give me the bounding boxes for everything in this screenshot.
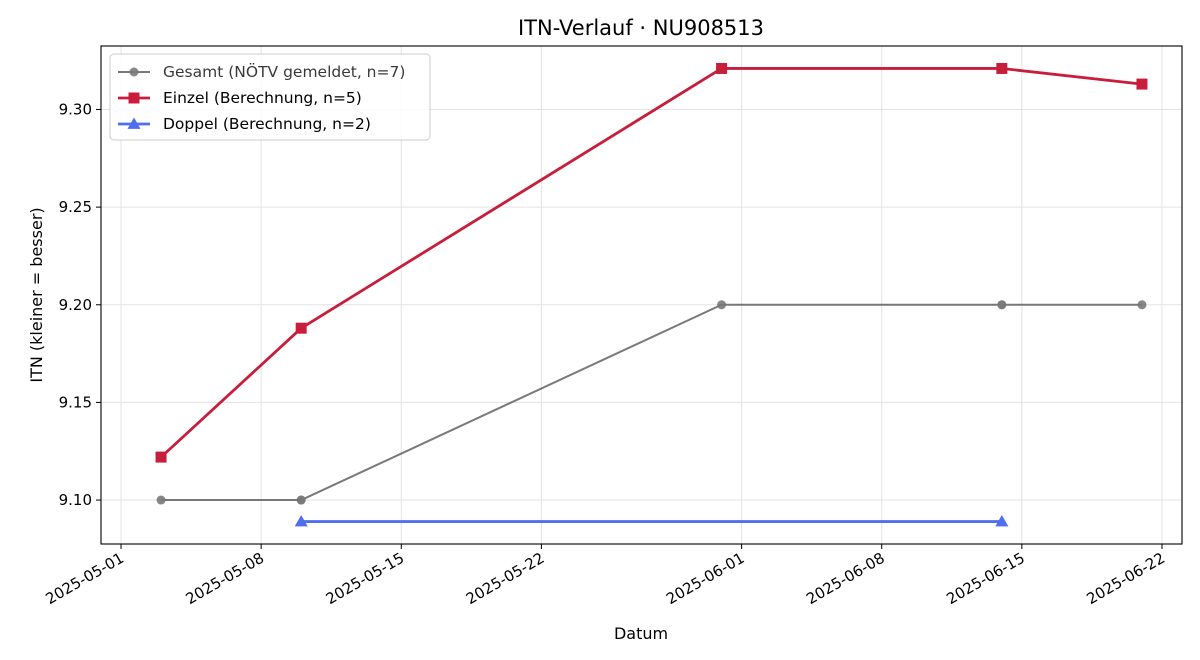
y-tick-label: 9.10 <box>59 491 92 509</box>
data-point <box>997 300 1007 310</box>
data-point <box>716 62 728 74</box>
data-point <box>1137 300 1147 310</box>
legend-marker <box>129 67 139 77</box>
y-axis: 9.10 9.15 9.20 9.25 9.30 <box>59 100 101 509</box>
data-point <box>717 300 727 310</box>
data-point <box>294 515 308 527</box>
legend-marker <box>128 92 140 104</box>
data-point <box>156 495 166 505</box>
y-tick-label: 9.30 <box>59 100 92 118</box>
legend: Gesamt (NÖTV gemeldet, n=7) Einzel (Berec… <box>109 53 431 141</box>
legend-label: Einzel (Berechnung, n=5) <box>163 89 362 107</box>
data-point <box>295 322 307 334</box>
legend-box <box>109 53 431 141</box>
x-axis-label: Datum <box>614 624 668 643</box>
legend-entry: Gesamt (NÖTV gemeldet, n=7) <box>118 62 405 81</box>
data-point <box>1136 78 1148 90</box>
series-2 <box>155 62 1148 463</box>
data-point <box>155 451 167 463</box>
y-tick-label: 9.15 <box>59 393 92 411</box>
legend-marker <box>127 117 141 129</box>
legend-label: Gesamt (NÖTV gemeldet, n=7) <box>163 62 405 81</box>
chart-title: ITN-Verlauf · NU908513 <box>518 16 764 40</box>
legend-entry: Einzel (Berechnung, n=5) <box>118 89 362 107</box>
data-point <box>996 62 1008 74</box>
y-tick-label: 9.25 <box>59 198 92 216</box>
data-point <box>995 515 1009 527</box>
series-1 <box>156 300 1147 505</box>
y-tick-label: 9.20 <box>59 296 92 314</box>
y-axis-label: ITN (kleiner = besser) <box>27 207 46 382</box>
series-layer <box>155 62 1148 527</box>
series-3 <box>294 515 1009 527</box>
legend-label: Doppel (Berechnung, n=2) <box>163 115 371 133</box>
data-point <box>296 495 306 505</box>
plot-frame <box>100 45 1183 545</box>
legend-entry: Doppel (Berechnung, n=2) <box>118 115 371 133</box>
